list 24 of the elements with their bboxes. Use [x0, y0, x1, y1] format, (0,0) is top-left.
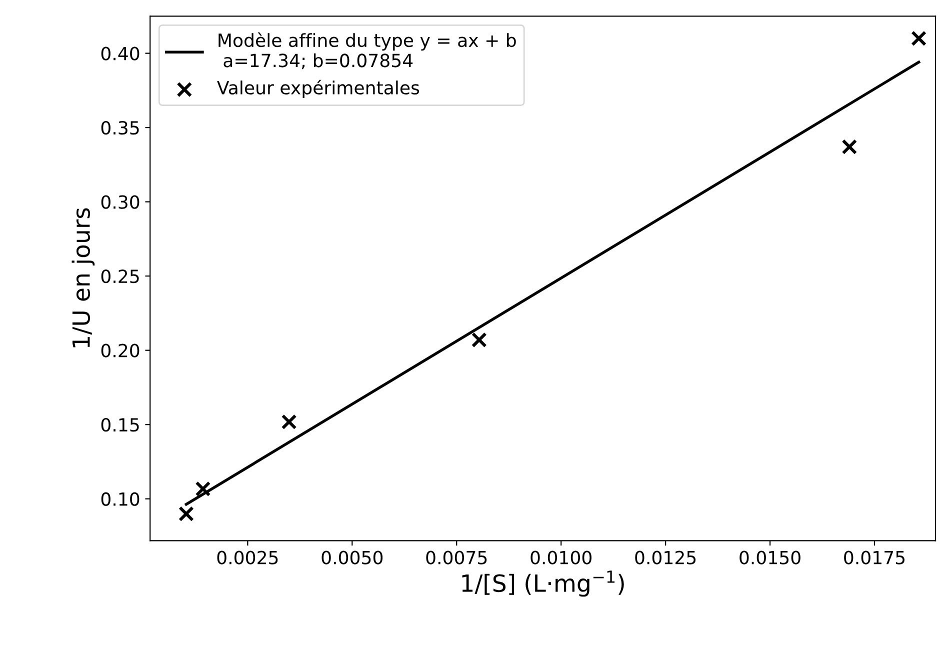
legend-label: Valeur expérimentales [217, 80, 420, 98]
y-tick-label: 0.25 [101, 270, 139, 284]
point [911, 30, 927, 46]
legend-label: Modèle affine du type y = ax + b a=17.34; b=0.07854 [218, 32, 516, 70]
point [281, 414, 297, 430]
x-tick-label: 0.0025 [217, 550, 278, 564]
point [842, 139, 858, 155]
y-tick-label: 0.30 [101, 195, 140, 209]
y-tick-label: 0.35 [101, 120, 139, 135]
y-tick-label: 0.40 [101, 46, 140, 60]
x-tick-label: 0.0075 [426, 550, 487, 564]
point [471, 332, 487, 348]
x-tick-label: 0.0175 [844, 550, 905, 564]
point [178, 506, 194, 522]
x-axis-title: 1/[S] (L·mg$^{−1}$) [462, 570, 624, 597]
y-tick-label: 0.15 [101, 418, 139, 432]
y-axis-title: 1/U en jours [72, 208, 95, 348]
x-tick-label: 0.0150 [740, 550, 800, 564]
x-tick-label: 0.0125 [635, 550, 696, 564]
point [195, 481, 211, 497]
y-tick-label: 0.20 [101, 344, 140, 358]
x-tick-label: 0.0100 [530, 550, 592, 564]
y-tick-label: 0.10 [101, 492, 140, 506]
x-tick-label: 0.0050 [322, 550, 383, 564]
